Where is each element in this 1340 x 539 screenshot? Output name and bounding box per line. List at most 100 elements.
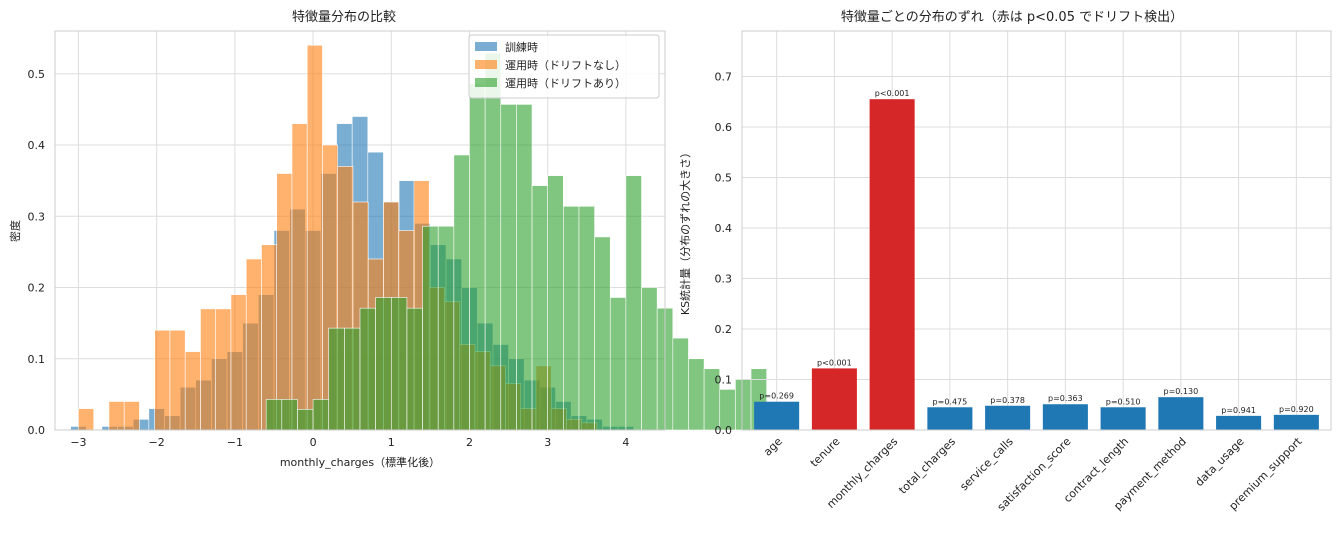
- histogram-bar: [594, 236, 611, 431]
- histogram-bar: [516, 104, 533, 431]
- legend-swatch: [475, 60, 497, 69]
- ks-bar-pvalue-label: p=0.510: [1106, 397, 1141, 406]
- ks-bar: [869, 99, 915, 431]
- legend-label: 運用時（ドリフトなし）: [505, 59, 626, 72]
- ks-bar: [1100, 407, 1146, 430]
- y-tick-label: 0.0: [715, 424, 733, 437]
- legend-label: 訓練時: [505, 40, 538, 54]
- ks-bar: [811, 368, 857, 430]
- y-tick-label: 0.3: [28, 210, 46, 223]
- histogram-bar: [625, 175, 642, 431]
- ks-bar: [985, 405, 1031, 430]
- histogram-bar: [265, 399, 283, 431]
- histogram-bar: [688, 358, 705, 431]
- histogram-ylabel: 密度: [8, 220, 22, 242]
- ks-bar: [1273, 414, 1319, 430]
- histogram-bar: [578, 205, 595, 431]
- ks-bar-pvalue-label: p=0.363: [1048, 394, 1083, 403]
- x-tick-label: 1: [388, 436, 395, 449]
- histogram-bar: [78, 408, 95, 431]
- histogram-bar: [328, 327, 345, 431]
- y-tick-label: 0.5: [715, 171, 733, 184]
- ks-bar-pvalue-label: p<0.001: [875, 89, 910, 98]
- x-tick-label: −3: [70, 436, 86, 449]
- x-tick-label: 0: [310, 436, 317, 449]
- histogram-series-2: [265, 52, 767, 431]
- histogram-bar: [390, 297, 408, 431]
- histogram-bar: [453, 154, 470, 431]
- histogram-panel: 特徴量分布の比較 −3 −2 −1 0 1 2 3 4 0.0 0.1 0.2 0.3 0.4 0.5 m…: [8, 10, 767, 469]
- x-tick-label: 3: [544, 436, 551, 449]
- histogram-bar: [484, 52, 502, 431]
- ks-bar: [1042, 404, 1088, 430]
- y-tick-label: 0.2: [715, 323, 733, 336]
- histogram-bar: [306, 44, 323, 431]
- histogram-bar: [672, 337, 689, 431]
- y-tick-label: 0.4: [28, 139, 46, 152]
- histogram-bar: [735, 379, 752, 431]
- histogram-bar: [641, 287, 658, 431]
- histogram-bar: [108, 401, 125, 431]
- histogram-bar: [344, 327, 361, 431]
- ks-category-label: age: [761, 435, 785, 459]
- histogram-bar: [547, 175, 564, 431]
- y-tick-label: 0.1: [715, 373, 733, 386]
- histogram-bar: [375, 297, 392, 431]
- ks-bar-pvalue-label: p=0.378: [990, 396, 1025, 405]
- histogram-bar: [609, 297, 627, 431]
- ks-bar: [927, 407, 973, 430]
- histogram-xlabel: monthly_charges（標準化後）: [280, 455, 440, 469]
- ks-bar-pvalue-label: p=0.920: [1279, 405, 1314, 414]
- histogram-bar: [437, 225, 455, 431]
- y-tick-label: 0.3: [715, 272, 733, 285]
- histogram-title: 特徴量分布の比較: [292, 10, 396, 25]
- ks-bar-pvalue-label: p=0.269: [759, 392, 794, 401]
- histogram-bar: [359, 307, 376, 431]
- ks-bar-frame: [741, 30, 1332, 431]
- histogram-bar: [406, 307, 423, 431]
- legend-label: 運用時（ドリフトあり）: [505, 77, 626, 90]
- y-tick-label: 0.0: [28, 424, 46, 437]
- histogram-frame: [54, 30, 666, 431]
- histogram-bar: [230, 294, 247, 431]
- x-tick-label: 4: [622, 436, 629, 449]
- histogram-bar: [154, 329, 171, 431]
- ks-bar-pvalue-label: p=0.130: [1164, 387, 1199, 396]
- ks-bar-pvalue-label: p<0.001: [817, 358, 852, 367]
- histogram-bar: [531, 185, 548, 431]
- y-tick-label: 0.7: [715, 70, 733, 83]
- histogram-bars: [70, 44, 767, 431]
- histogram-bar: [312, 399, 330, 431]
- y-tick-label: 0.2: [28, 282, 46, 295]
- histogram-ticks: −3 −2 −1 0 1 2 3 4 0.0 0.1 0.2 0.3 0.4 0.5: [28, 68, 630, 449]
- histogram-bar: [281, 399, 298, 431]
- histogram-bar: [291, 123, 308, 431]
- y-tick-label: 0.6: [715, 121, 733, 134]
- ks-bar-panel: 特徴量ごとの分布のずれ（赤は p<0.05 でドリフト検出） p=0.269 p<…: [678, 9, 1332, 514]
- histogram-bar: [469, 83, 486, 431]
- ks-bar: [1158, 397, 1204, 430]
- histogram-bar: [297, 409, 314, 431]
- legend-swatch: [475, 42, 497, 51]
- ks-category-label: total_charges: [896, 435, 958, 497]
- x-tick-label: −1: [227, 436, 243, 449]
- legend-box: [468, 34, 660, 99]
- ks-bar-pvalue-label: p=0.941: [1221, 406, 1256, 415]
- histogram-bar: [215, 308, 232, 431]
- y-tick-label: 0.5: [28, 68, 46, 81]
- x-tick-label: 2: [466, 436, 473, 449]
- histogram-bar: [276, 173, 293, 431]
- ks-category-label: service_calls: [957, 435, 1016, 494]
- ks-bar: [1216, 415, 1262, 430]
- histogram-bar: [200, 308, 217, 431]
- y-tick-label: 0.4: [715, 222, 733, 235]
- x-tick-label: −2: [149, 436, 165, 449]
- histogram-bar: [500, 104, 517, 431]
- histogram-bar: [563, 205, 580, 431]
- histogram-bar: [123, 401, 140, 431]
- ks-bar-ylabel: KS統計量（分布のずれの大きさ）: [678, 147, 692, 315]
